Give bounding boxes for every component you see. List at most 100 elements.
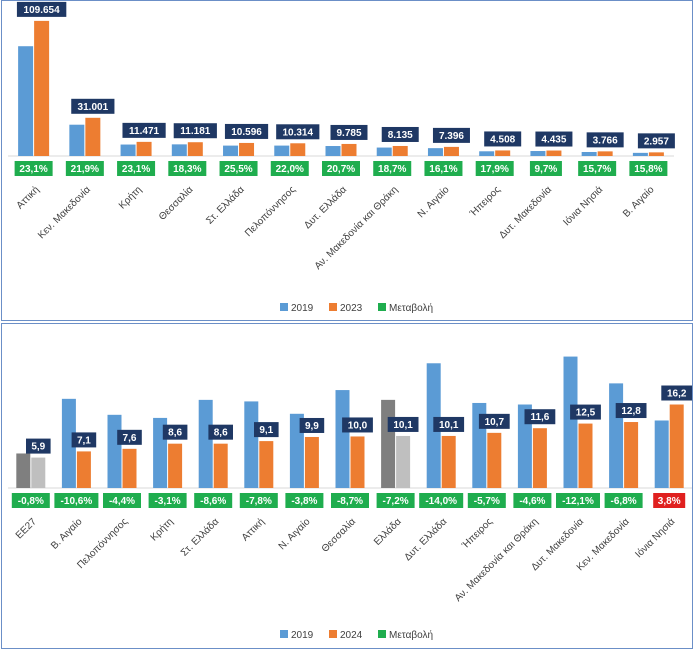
value-label-box — [122, 122, 166, 138]
category-label: Ιόνια Νησιά — [633, 515, 678, 560]
change-label: 15,7% — [583, 164, 611, 175]
value-label-box — [615, 403, 647, 419]
bar-2024 — [31, 457, 46, 488]
value-label-box — [478, 413, 510, 429]
category-label: Κρήτη — [148, 516, 176, 544]
bar-2024 — [487, 432, 502, 488]
bar-2019 — [376, 147, 392, 156]
category-label: Στ. Ελλάδα — [178, 515, 221, 558]
bar-2019 — [198, 399, 213, 488]
value-label: 9,1 — [259, 425, 273, 436]
bar-2019 — [517, 404, 532, 488]
bar-2023 — [34, 20, 50, 156]
legend-swatch — [329, 630, 337, 638]
value-label-box — [484, 131, 522, 147]
category-label: Κρήτη — [116, 184, 144, 212]
legend-label: Μεταβολή — [389, 302, 433, 314]
value-label: 10.314 — [282, 127, 313, 138]
change-label: -4,4% — [109, 496, 135, 507]
change-label: -5,7% — [474, 496, 500, 507]
bar-2023 — [239, 142, 255, 156]
value-label-box — [637, 133, 675, 149]
change-label: -8,7% — [337, 496, 363, 507]
change-label-box — [629, 161, 668, 176]
category-label: Ιόνια Νησιά — [561, 183, 606, 228]
change-label-box — [14, 161, 53, 176]
bar-2019 — [381, 399, 396, 488]
bar-2019 — [274, 145, 290, 156]
change-label: -6,8% — [611, 496, 637, 507]
value-label: 11.471 — [129, 126, 159, 137]
value-label: 5,9 — [31, 442, 45, 453]
bar-2024 — [122, 448, 137, 488]
change-label: -12,1% — [562, 496, 594, 507]
bar-2023 — [392, 145, 408, 156]
value-label-box — [276, 124, 320, 140]
value-label: 8.135 — [388, 130, 413, 141]
category-label: Β. Αιγαίο — [48, 515, 84, 551]
value-label: 9,9 — [305, 421, 319, 432]
bar-2019 — [335, 390, 350, 488]
category-label: Στ. Ελλάδα — [204, 183, 247, 226]
bar-2024 — [669, 404, 684, 488]
value-label-box — [71, 432, 97, 448]
value-label: 12,5 — [576, 408, 596, 419]
change-label: -3,1% — [155, 496, 181, 507]
value-label: 10,1 — [393, 420, 413, 431]
change-label-box — [653, 493, 686, 508]
bar-2023 — [187, 142, 203, 156]
bar-2024 — [76, 451, 91, 488]
category-label: Δυτ. Ελλάδα — [302, 183, 350, 231]
change-label: -7,2% — [383, 496, 409, 507]
category-label: Ήπειρος — [460, 516, 496, 552]
change-label-box — [194, 493, 233, 508]
change-label: 18,7% — [378, 164, 406, 175]
change-label: 15,8% — [634, 164, 662, 175]
value-label-box — [254, 422, 279, 438]
change-label-box — [54, 493, 99, 508]
bar-2019 — [563, 356, 578, 488]
bar-2019 — [223, 145, 239, 156]
change-label-box — [376, 493, 415, 508]
category-label: Αττική — [239, 516, 267, 544]
bar-2024 — [532, 428, 547, 488]
change-label-box — [103, 493, 141, 508]
value-label: 10.596 — [231, 127, 262, 138]
bar-2019 — [654, 420, 669, 488]
bar-2024 — [213, 443, 228, 488]
bar-2024 — [304, 436, 319, 488]
change-label-box — [11, 493, 50, 508]
change-label-box — [578, 161, 617, 176]
legend-label: 2019 — [291, 630, 314, 641]
change-label: 9,7% — [535, 164, 558, 175]
change-label: 16,1% — [429, 164, 457, 175]
chart-bottom-panel: 5,9 -0,8% ΕΕ27 7,1 -10,6% Β. Αιγαίο 7,6 -4,4% Πε… — [1, 323, 693, 649]
change-label-box — [467, 493, 506, 508]
value-label-box — [570, 404, 601, 420]
change-label-box — [475, 161, 514, 176]
value-label: 8,6 — [168, 428, 182, 439]
change-label-box — [219, 161, 258, 176]
legend-label: 2019 — [291, 303, 314, 314]
legend-swatch — [280, 303, 288, 311]
change-label-box — [117, 161, 156, 176]
change-label: 21,9% — [71, 164, 99, 175]
category-label: Β. Αιγαίο — [620, 183, 656, 219]
value-label-box — [535, 131, 573, 147]
change-label-box — [270, 161, 309, 176]
value-label-box — [173, 123, 217, 139]
bar-2024 — [441, 435, 456, 488]
value-label: 8,6 — [214, 428, 228, 439]
bar-2023 — [290, 143, 306, 156]
change-label-box — [65, 161, 104, 176]
change-label-box — [513, 493, 552, 508]
category-label: Δυτ. Μακεδονία — [497, 183, 555, 241]
category-label: Πελοπόννησος — [242, 184, 298, 240]
legend-swatch — [378, 303, 386, 311]
legend-swatch — [280, 630, 288, 638]
bar-2024 — [259, 441, 274, 488]
value-label: 10,0 — [348, 420, 368, 431]
change-label-box — [529, 161, 562, 176]
bar-2019 — [171, 144, 187, 156]
